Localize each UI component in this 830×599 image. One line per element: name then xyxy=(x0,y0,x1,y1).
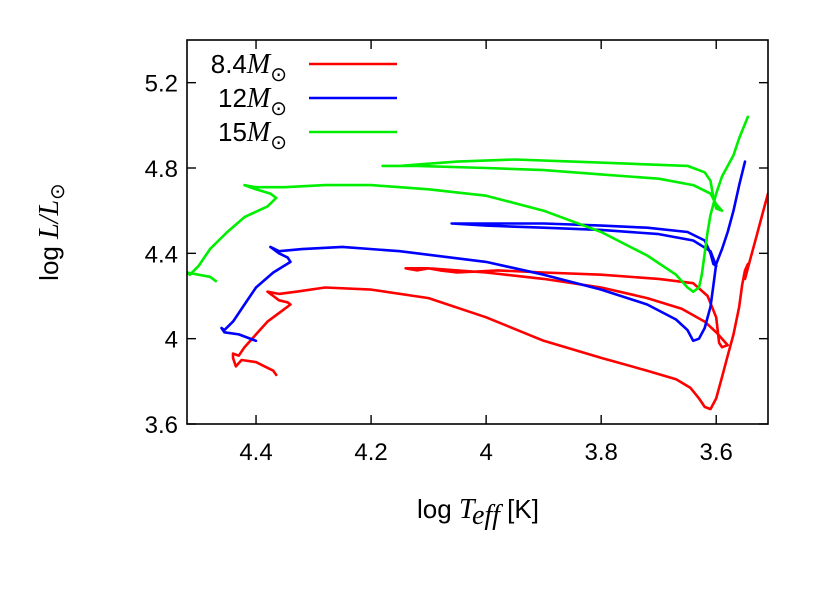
legend-label-sun: ⊙ xyxy=(270,98,287,120)
x-tick-label: 3.8 xyxy=(584,439,617,466)
y-axis-label: log L/L⊙ xyxy=(34,183,69,281)
series-line-5 xyxy=(381,158,724,212)
x-axis-label-subscript: eff xyxy=(472,500,503,531)
x-axis-label-prefix: log xyxy=(417,494,459,524)
y-tick-label: 4.8 xyxy=(145,156,178,183)
y-tick-label: 3.6 xyxy=(145,412,178,439)
series-line-1 xyxy=(404,267,729,349)
series-line-2 xyxy=(220,160,747,343)
legend-label-number: 12 xyxy=(218,83,247,113)
legend-label-sun: ⊙ xyxy=(270,64,287,86)
x-tick-label: 4 xyxy=(479,439,492,466)
x-axis-label-unit: [K] xyxy=(500,494,539,524)
x-tick-label: 4.4 xyxy=(239,439,272,466)
series-line-4 xyxy=(187,115,750,293)
plot-frame xyxy=(186,39,769,425)
x-tick-label: 4.2 xyxy=(354,439,387,466)
y-axis-label-sun: ⊙ xyxy=(47,183,69,200)
legend-label-symbol: M xyxy=(246,117,272,148)
series-line-0 xyxy=(231,192,768,411)
legend-label-number: 8.4 xyxy=(211,49,247,79)
legend-label-symbol: M xyxy=(246,49,272,80)
tick-labels-group: 4.4 4.2 4 3.8 3.6 3.6 4 4.4 4.8 5.2 xyxy=(145,71,733,466)
legend-label-symbol: M xyxy=(246,83,272,114)
y-axis-label-prefix: log xyxy=(34,239,64,281)
legend-label-0: 8.4M⊙ xyxy=(211,49,287,86)
y-tick-label: 5.2 xyxy=(145,71,178,98)
y-axis-label-symbol: L/L xyxy=(34,200,65,240)
legend-label-sun: ⊙ xyxy=(270,132,287,154)
plot-series-group xyxy=(187,115,768,411)
y-tick-label: 4 xyxy=(165,327,178,354)
series-line-3 xyxy=(450,222,718,268)
x-tick-label: 3.6 xyxy=(700,439,733,466)
legend-label-1: 12M⊙ xyxy=(218,83,287,120)
legend-label-number: 15 xyxy=(218,117,247,147)
y-tick-label: 4.4 xyxy=(145,241,178,268)
axis-ticks-group xyxy=(187,40,768,425)
legend-label-2: 15M⊙ xyxy=(218,117,287,154)
x-axis-label: log Teff [K] xyxy=(417,494,539,531)
legend: 8.4M⊙12M⊙15M⊙ xyxy=(211,49,397,154)
